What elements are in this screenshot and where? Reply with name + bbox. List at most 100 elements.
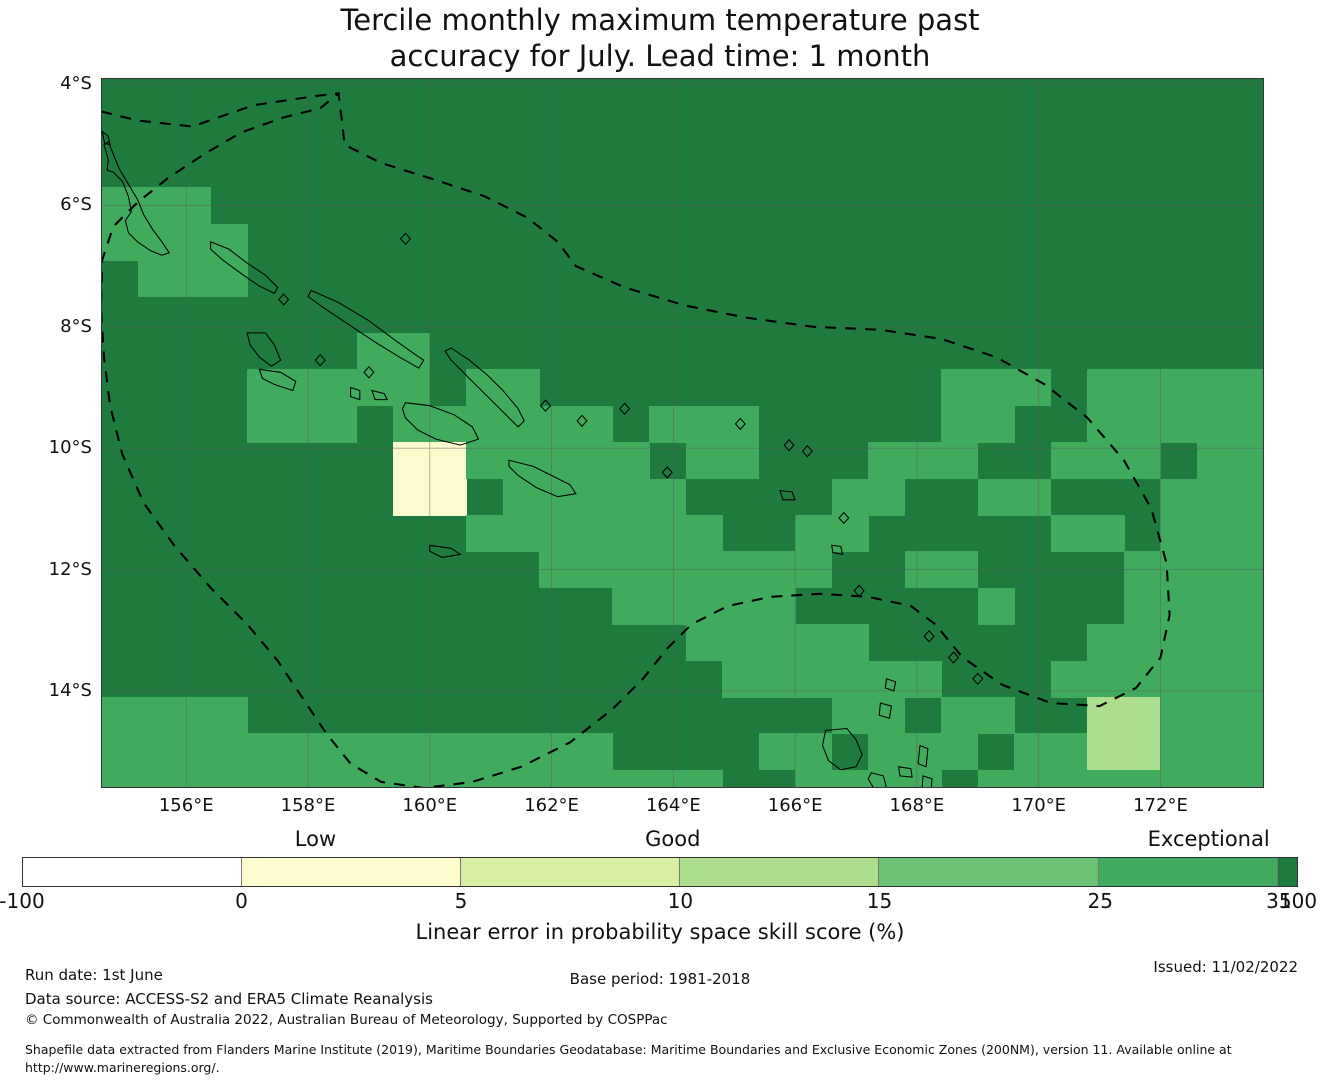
heatmap-cell bbox=[1197, 478, 1235, 516]
heatmap-cell bbox=[575, 733, 614, 771]
heatmap-cell bbox=[1123, 733, 1162, 771]
heatmap-cell bbox=[174, 733, 212, 771]
heatmap-cell bbox=[1233, 478, 1264, 516]
heatmap-cell bbox=[612, 587, 650, 625]
heatmap-cell bbox=[795, 733, 833, 771]
heatmap-cell bbox=[320, 769, 358, 788]
heatmap-cell bbox=[101, 769, 139, 788]
heatmap-cell bbox=[1197, 514, 1235, 552]
heatmap-cell bbox=[1014, 478, 1052, 516]
heatmap-cell bbox=[1123, 369, 1162, 407]
heatmap-cell bbox=[174, 260, 212, 298]
heatmap-cell bbox=[137, 223, 175, 261]
heatmap-cell bbox=[210, 733, 248, 771]
heatmap-cell bbox=[1160, 769, 1198, 788]
x-axis-tick-label: 156°E bbox=[158, 795, 214, 816]
heatmap-cell bbox=[320, 405, 358, 443]
heatmap-cell bbox=[174, 223, 212, 261]
heatmap-cell bbox=[977, 369, 1015, 407]
x-axis-tick-label: 160°E bbox=[402, 795, 458, 816]
colorbar-tick-label: 0 bbox=[235, 889, 248, 913]
heatmap-cell bbox=[1160, 587, 1198, 625]
colorbar-segment bbox=[1276, 858, 1297, 886]
y-axis-tick-label: 12°S bbox=[48, 558, 92, 580]
colorbar-segment bbox=[460, 858, 680, 886]
colorbar-segment bbox=[241, 858, 461, 886]
heatmap-cell bbox=[685, 769, 723, 788]
heatmap-cell bbox=[502, 478, 540, 516]
heatmap-cell bbox=[137, 696, 175, 734]
heatmap-cell bbox=[722, 660, 760, 698]
heatmap-cell bbox=[1123, 660, 1162, 698]
heatmap-cell bbox=[575, 478, 614, 516]
heatmap-cell bbox=[1087, 660, 1125, 698]
heatmap-cell bbox=[1014, 733, 1052, 771]
heatmap-cell bbox=[1233, 587, 1264, 625]
heatmap-cell bbox=[174, 696, 212, 734]
heatmap-cell bbox=[1050, 660, 1088, 698]
heatmap-cell bbox=[685, 624, 723, 662]
heatmap-cell bbox=[1123, 769, 1162, 788]
heatmap-cell bbox=[137, 260, 175, 298]
heatmap-cell bbox=[649, 514, 687, 552]
heatmap-cell bbox=[466, 405, 504, 443]
heatmap-cell bbox=[356, 733, 394, 771]
heatmap-cell bbox=[685, 405, 723, 443]
heatmap-cell bbox=[1160, 369, 1198, 407]
heatmap-cell bbox=[356, 332, 394, 370]
heatmap-cell bbox=[649, 478, 687, 516]
map-overlay bbox=[101, 78, 1264, 788]
heatmap-cells bbox=[101, 78, 1264, 788]
heatmap-cell bbox=[429, 478, 467, 516]
heatmap-cell bbox=[612, 514, 650, 552]
heatmap-cell bbox=[758, 587, 796, 625]
heatmap-cell bbox=[795, 514, 833, 552]
heatmap-cell bbox=[466, 369, 504, 407]
heatmap-cell bbox=[393, 369, 431, 407]
heatmap-cell bbox=[649, 587, 687, 625]
colorbar-caption: Linear error in probability space skill … bbox=[415, 920, 905, 944]
colorbar-tick-label: 10 bbox=[667, 889, 694, 913]
heatmap-cell bbox=[393, 478, 431, 516]
heatmap-cell bbox=[210, 260, 248, 298]
footer: Run date: 1st June Base period: 1981-201… bbox=[0, 958, 1320, 1080]
heatmap-cell bbox=[758, 660, 796, 698]
heatmap-cell bbox=[502, 369, 540, 407]
heatmap-cell bbox=[758, 733, 796, 771]
heatmap-cell bbox=[1160, 733, 1198, 771]
heatmap-cell bbox=[868, 478, 906, 516]
heatmap-cell bbox=[977, 478, 1015, 516]
heatmap-cell bbox=[1197, 587, 1235, 625]
heatmap-cell bbox=[1233, 696, 1264, 734]
heatmap-cell bbox=[1050, 733, 1088, 771]
heatmap-cell bbox=[283, 769, 321, 788]
heatmap-cell bbox=[1087, 733, 1125, 771]
heatmap-cell bbox=[247, 769, 285, 788]
x-axis-tick-label: 162°E bbox=[524, 795, 579, 816]
heatmap-cell bbox=[1160, 478, 1198, 516]
colorbar-category-label: Good bbox=[645, 827, 701, 851]
heatmap-cell bbox=[1233, 369, 1264, 407]
heatmap-cell bbox=[831, 769, 869, 788]
heatmap-cell bbox=[1197, 696, 1235, 734]
y-axis-tick-label: 10°S bbox=[48, 437, 92, 459]
heatmap-cell bbox=[722, 587, 760, 625]
heatmap-cell bbox=[137, 769, 175, 788]
x-axis-tick-label: 158°E bbox=[280, 795, 336, 816]
base-period: Base period: 1981-2018 bbox=[569, 970, 751, 988]
heatmap-cell bbox=[941, 369, 979, 407]
heatmap-cell bbox=[941, 696, 979, 734]
heatmap-cell bbox=[502, 769, 540, 788]
heatmap-cell bbox=[1160, 405, 1198, 443]
map-plot-area bbox=[101, 78, 1264, 788]
heatmap-cell bbox=[685, 514, 723, 552]
heatmap-cell bbox=[1197, 660, 1235, 698]
colorbar-segment bbox=[23, 858, 242, 886]
heatmap-cell bbox=[722, 624, 760, 662]
shapefile-note-line-1: Shapefile data extracted from Flanders M… bbox=[25, 1042, 1232, 1057]
heatmap-cell bbox=[1233, 514, 1264, 552]
colorbar bbox=[22, 857, 1298, 887]
y-axis-tick-label: 6°S bbox=[60, 194, 92, 216]
heatmap-cell bbox=[1197, 733, 1235, 771]
heatmap-cell bbox=[941, 405, 979, 443]
